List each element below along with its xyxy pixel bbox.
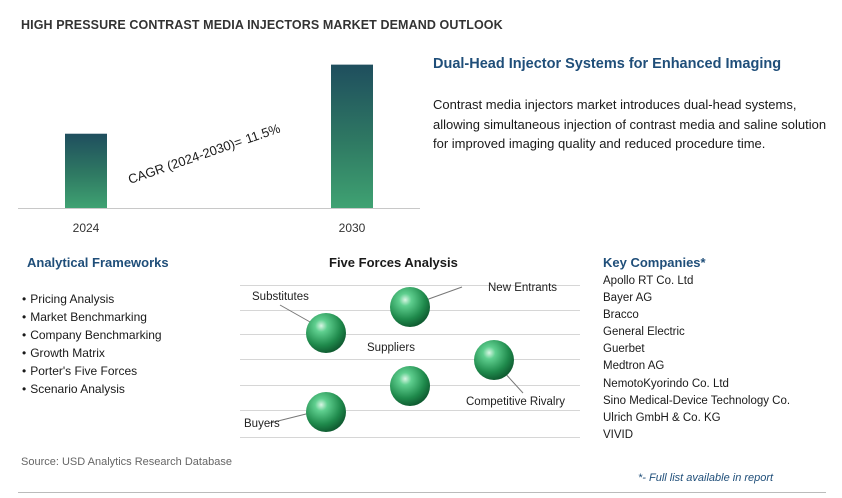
five-forces-title: Five Forces Analysis <box>329 255 458 270</box>
force-sphere-substitutes <box>306 313 346 353</box>
force-sphere-buyers <box>306 392 346 432</box>
list-item: Scenario Analysis <box>22 380 162 398</box>
force-label-buyers: Buyers <box>244 418 280 430</box>
list-item: Growth Matrix <box>22 344 162 362</box>
x-tick-label: 2024 <box>73 221 100 235</box>
bar-2024 <box>65 133 107 208</box>
list-item: Bracco <box>603 309 639 322</box>
list-item: General Electric <box>603 326 685 339</box>
list-item: Ulrich GmbH & Co. KG <box>603 411 721 424</box>
feature-title: Dual-Head Injector Systems for Enhanced … <box>433 56 782 72</box>
force-label-substitutes: Substitutes <box>252 291 309 303</box>
analytical-frameworks-title: Analytical Frameworks <box>27 255 169 270</box>
list-item: Medtron AG <box>603 360 665 373</box>
cagr-value: 11.5% <box>243 120 282 146</box>
bottom-divider <box>18 492 826 493</box>
analytical-frameworks-list: Pricing Analysis Market Benchmarking Com… <box>22 290 162 398</box>
bar-2030 <box>331 64 373 208</box>
force-sphere-suppliers <box>390 366 430 406</box>
full-list-note: *- Full list available in report <box>638 472 774 484</box>
list-item: VIVID <box>603 428 634 441</box>
key-companies-title: Key Companies* <box>603 255 706 270</box>
force-label-competitive-rivalry: Competitive Rivalry <box>466 396 566 408</box>
list-item: Company Benchmarking <box>22 326 161 344</box>
force-label-new-entrants: New Entrants <box>488 282 558 294</box>
bar-chart: 2024 2030 CAGR (2024-2030)= 11.5% <box>18 44 420 240</box>
page-title: HIGH PRESSURE CONTRAST MEDIA INJECTORS M… <box>21 18 503 32</box>
force-sphere-competitive-rivalry <box>474 340 514 380</box>
list-item: Sino Medical-Device Technology Co. <box>603 394 791 407</box>
source-note: Source: USD Analytics Research Database <box>21 456 232 468</box>
force-sphere-new-entrants <box>390 287 430 327</box>
key-companies-list: Apollo RT Co. Ltd Bayer AG Bracco Genera… <box>603 273 790 444</box>
list-item: Bayer AG <box>603 292 653 305</box>
list-item: Pricing Analysis <box>22 290 162 308</box>
list-item: Porter's Five Forces <box>22 362 162 380</box>
list-item: NemotoKyorindo Co. Ltd <box>603 377 729 390</box>
five-forces-svg <box>240 285 580 438</box>
feature-description: Contrast media injectors market introduc… <box>433 97 827 151</box>
x-tick-label: 2030 <box>339 221 366 235</box>
bar-chart-svg: 2024 2030 CAGR (2024-2030)= 11.5% <box>18 64 420 235</box>
list-item: Guerbet <box>603 343 645 356</box>
list-item: Apollo RT Co. Ltd <box>603 275 694 287</box>
list-item: Market Benchmarking <box>22 308 162 326</box>
cagr-label: CAGR (2024-2030)= <box>126 134 244 187</box>
force-label-suppliers: Suppliers <box>367 342 415 354</box>
five-forces-diagram: Substitutes New Entrants Suppliers Compe… <box>240 275 580 445</box>
